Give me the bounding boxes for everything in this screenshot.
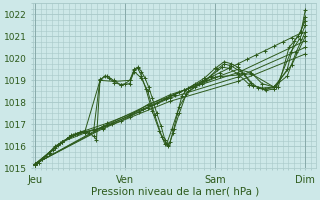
X-axis label: Pression niveau de la mer( hPa ): Pression niveau de la mer( hPa ): [91, 187, 259, 197]
